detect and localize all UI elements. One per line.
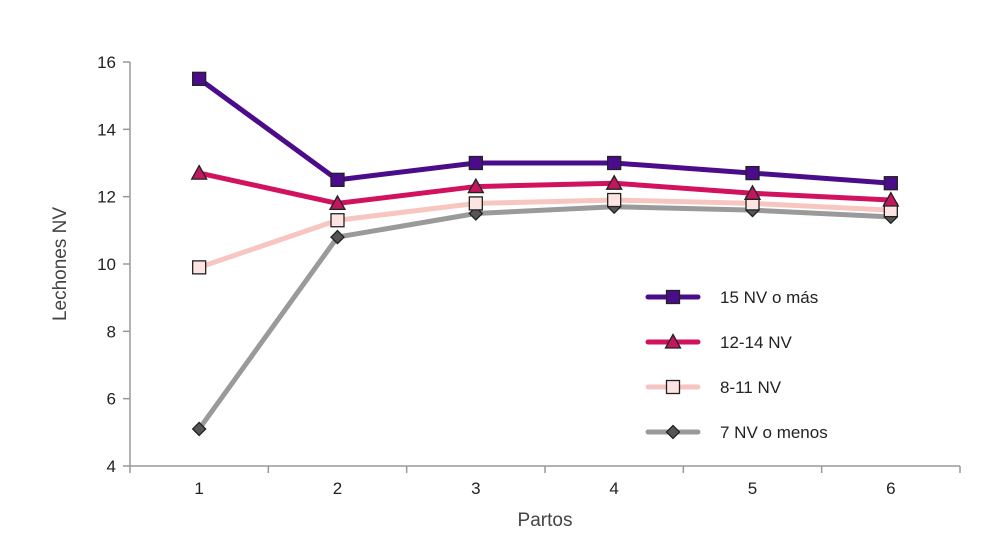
x-tick-label: 3 [471, 479, 480, 498]
y-tick-label: 10 [97, 255, 116, 274]
y-tick-label: 8 [107, 322, 116, 341]
legend-swatch-marker [665, 379, 681, 395]
x-tick-label: 1 [194, 479, 203, 498]
data-point [191, 421, 207, 437]
data-point [607, 192, 622, 208]
data-point [745, 165, 760, 181]
data-point [330, 229, 345, 245]
x-tick-label: 6 [886, 479, 895, 498]
series-line [196, 197, 894, 270]
data-point [192, 71, 207, 86]
data-point [330, 172, 345, 187]
legend-swatch-marker [664, 333, 682, 349]
data-point [605, 174, 623, 190]
series-line [196, 170, 894, 206]
x-ticks: 1 2 3 4 5 6 [129, 466, 961, 498]
y-tick-label: 4 [107, 457, 116, 476]
legend-label: 12-14 NV [720, 333, 792, 352]
data-point [330, 213, 345, 228]
y-tick-label: 12 [97, 188, 116, 207]
data-point [468, 196, 483, 211]
y-tick-label: 6 [107, 390, 116, 409]
x-tick-label: 5 [748, 479, 757, 498]
legend-label: 15 NV o más [720, 288, 818, 307]
y-tick-label: 16 [97, 53, 116, 72]
x-tick-label: 2 [333, 479, 342, 498]
y-ticks: 4 6 8 10 12 14 16 [97, 53, 130, 476]
x-tick-label: 4 [609, 479, 618, 498]
y-axis-title: Lechones NV [50, 207, 71, 321]
data-point [468, 155, 483, 171]
legend-item: 12-14 NV [645, 333, 792, 352]
series-line [196, 204, 894, 432]
data-point [328, 194, 347, 211]
data-point [607, 155, 622, 171]
data-point [882, 191, 900, 207]
series-layer [190, 71, 900, 437]
x-axis-title: Partos [518, 510, 573, 531]
legend-label: 7 NV o menos [720, 423, 828, 442]
legend-item: 15 NV o más [645, 288, 818, 307]
series-2 [190, 164, 900, 211]
legend-item: 8-11 NV [645, 378, 782, 397]
data-point [192, 260, 207, 275]
series-1 [192, 71, 898, 191]
data-point [190, 164, 208, 180]
series-line [196, 76, 894, 186]
legend: 15 NV o más 12-14 NV 8-11 NV 7 NV o menos [645, 288, 828, 442]
data-point [743, 184, 762, 200]
legend-swatch-marker [665, 424, 681, 440]
y-tick-label: 14 [97, 120, 116, 139]
legend-item: 7 NV o menos [645, 423, 828, 442]
data-point [883, 176, 898, 191]
data-point [467, 177, 485, 194]
legend-swatch-marker [665, 289, 681, 305]
series-3 [192, 192, 898, 275]
legend-label: 8-11 NV [720, 378, 782, 397]
